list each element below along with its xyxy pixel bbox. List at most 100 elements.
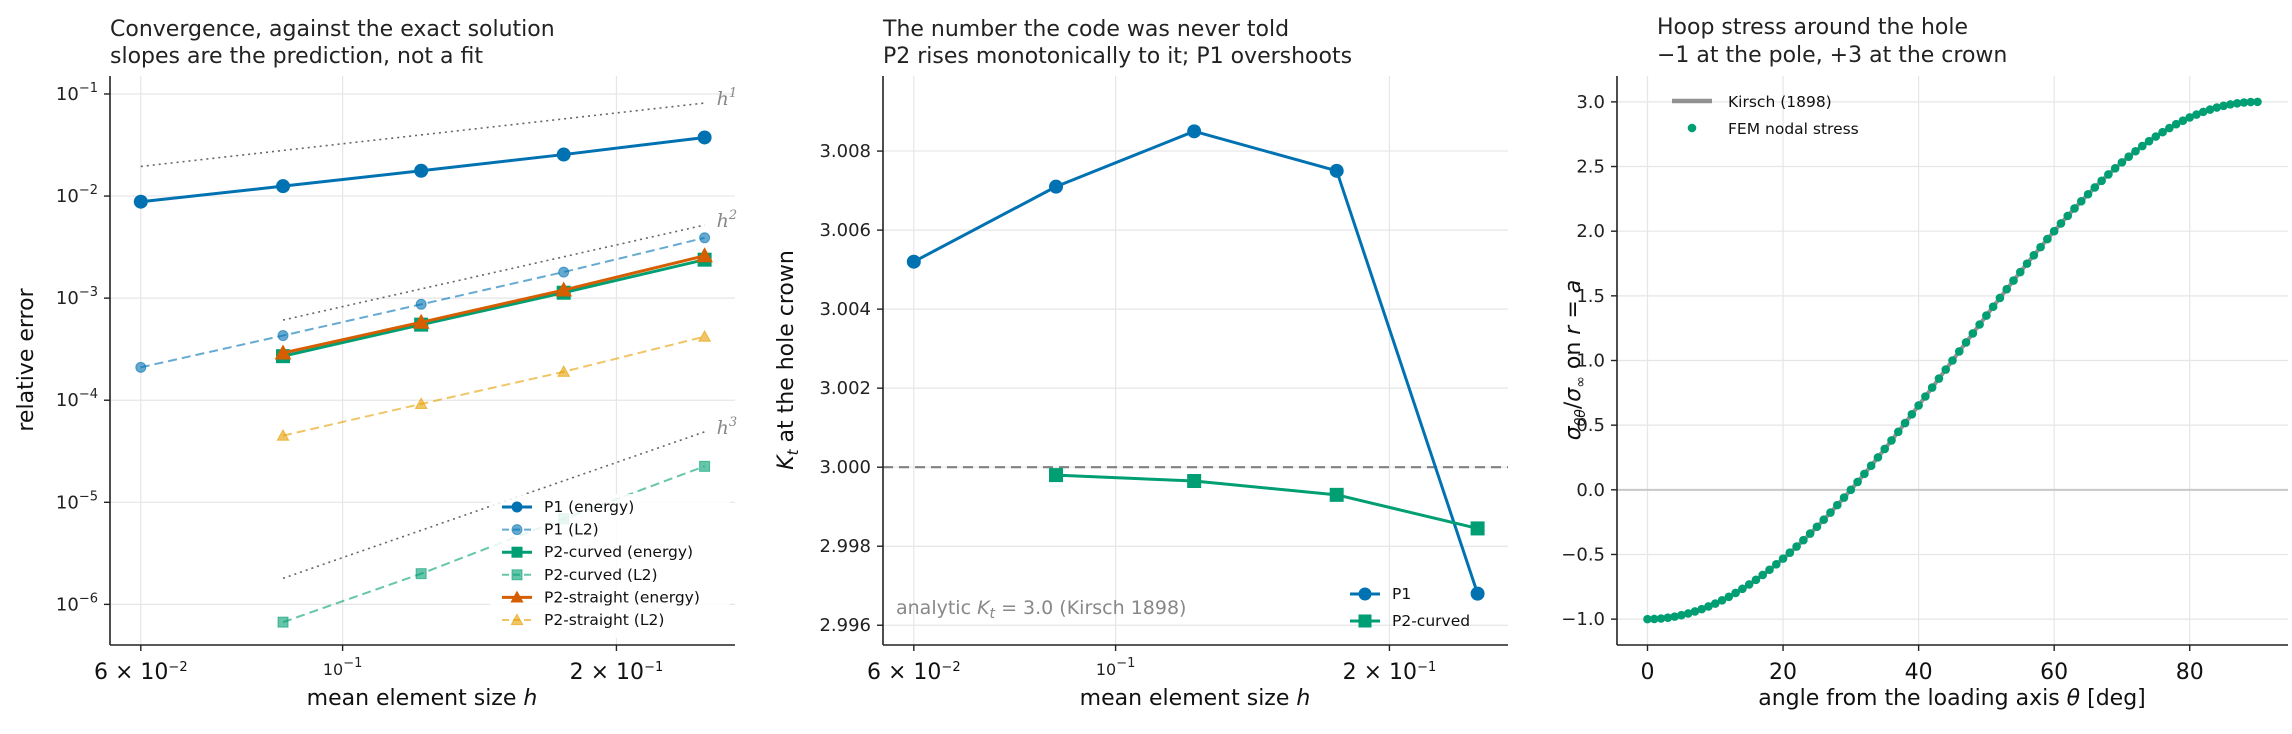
fem-nodal-point xyxy=(2171,119,2181,129)
p1-line xyxy=(913,129,1480,595)
fem-nodal-point xyxy=(2002,284,2012,294)
fem-nodal-point xyxy=(2076,196,2086,206)
panel3-y-tick-label: 0.5 xyxy=(1576,415,1605,436)
fem-nodal-point xyxy=(1704,602,1713,611)
fem-nodal-point xyxy=(1731,588,1740,598)
fem-nodal-point xyxy=(1643,614,1652,624)
fem-nodal-point xyxy=(1873,453,1883,462)
panel1-legend: P1 (energy) P1 (L2) P2-curved (energy) P2-c… xyxy=(490,494,730,638)
fem-nodal-point xyxy=(2124,152,2134,161)
p1-l2-point xyxy=(415,298,427,310)
fem-nodal-point xyxy=(1649,614,1659,624)
p2-curved-l2-point xyxy=(277,616,289,628)
legend-p1-label: P1 xyxy=(1392,585,1411,603)
fem-nodal-point xyxy=(2226,100,2235,109)
fem-nodal-point xyxy=(1724,592,1734,602)
panel3-x-ticks: 0 20 40 60 80 xyxy=(1641,645,2204,685)
h-1-reference-line xyxy=(140,102,705,168)
fem-nodal-point xyxy=(1887,436,1896,445)
fem-nodal-point xyxy=(1765,565,1774,575)
fem-nodal-point xyxy=(1954,347,1964,356)
fem-nodal-point xyxy=(2009,276,2018,285)
fem-nodal-point xyxy=(1921,392,1930,401)
fem-nodal-point xyxy=(2090,183,2100,192)
legend-p2-curved-l2-label: P2-curved (L2) xyxy=(544,566,658,584)
fem-nodal-point xyxy=(2178,116,2188,125)
panel1-y-tick-label: 10−6 xyxy=(56,591,98,615)
p2-straight-energy-point xyxy=(274,344,292,360)
panel2-y-tick-label: 3.008 xyxy=(819,141,871,162)
p1-point xyxy=(1470,586,1485,601)
panel1-title: Convergence, against the exact solution xyxy=(110,17,555,42)
fem-nodal-point xyxy=(2253,97,2262,107)
fem-nodal-point xyxy=(1656,614,1666,623)
fem-nodal-point xyxy=(1683,609,1693,618)
p1-l2-point xyxy=(277,330,289,342)
fem-nodal-point xyxy=(1751,575,1761,585)
fem-nodal-point xyxy=(1907,409,1917,419)
kirsch-annotation: analytic Kt = 3.0 (Kirsch 1898) xyxy=(896,597,1186,622)
panel2-x-tick-label: 2 × 10−1 xyxy=(1343,660,1437,685)
p2-curved-energy-line xyxy=(282,258,705,358)
fem-nodal-point xyxy=(2144,136,2154,146)
fem-nodal-point xyxy=(1880,444,1890,454)
panel2-y-ticks: 2.996 2.998 3.000 3.002 3.004 3.006 3.008 xyxy=(819,141,883,636)
panel3-x-tick-label: 20 xyxy=(1769,660,1797,685)
panel1-y-ticks: 10−6 10−5 10−4 10−3 10−2 10−1 xyxy=(56,81,110,615)
panel2-series xyxy=(906,124,1485,601)
p2-straight-l2-point xyxy=(557,364,571,377)
legend-p1-marker xyxy=(1358,587,1372,601)
fem-nodal-point xyxy=(1927,383,1937,392)
panel2-x-ticks: 6 × 10−2 10−1 2 × 10−1 xyxy=(867,645,1436,685)
p1-point xyxy=(1329,163,1344,178)
panel2-y-tick-label: 2.996 xyxy=(819,615,871,636)
fem-nodal-point xyxy=(1663,613,1673,623)
fem-nodal-point xyxy=(1690,607,1700,616)
h-1-reference-label: h1 xyxy=(717,86,738,110)
panel2-y-axis-label: Kt at the hole crown xyxy=(774,250,802,470)
panel2-x-tick-label: 10−1 xyxy=(1096,656,1136,679)
panel1-x-tick-label: 6 × 10−2 xyxy=(94,660,188,685)
panel2-y-tick-label: 3.006 xyxy=(819,220,871,241)
fem-nodal-point xyxy=(2185,113,2195,122)
p1-l2-point xyxy=(135,361,147,373)
p2-straight-energy-point xyxy=(412,313,430,329)
panel3-y-tick-label: 2.5 xyxy=(1576,157,1605,178)
fem-nodal-point xyxy=(2029,251,2039,260)
fem-nodal-point xyxy=(1900,418,1910,428)
fem-nodal-point xyxy=(1832,500,1842,510)
p2-straight-energy-line xyxy=(282,254,705,355)
stress-concentration-panel: The number the code was never told P2 ri… xyxy=(774,17,1508,711)
h-2-reference-label: h2 xyxy=(717,208,738,232)
panel3-y-tick-label: −1.0 xyxy=(1561,609,1605,630)
fem-nodal-point xyxy=(1710,599,1720,608)
fem-nodal-point xyxy=(2212,103,2222,112)
panel3-subtitle: −1 at the pole, +3 at the crown xyxy=(1657,43,2007,68)
panel3-y-tick-label: 1.0 xyxy=(1576,351,1605,372)
panel3-x-axis-label: angle from the loading axis θ [deg] xyxy=(1758,686,2146,711)
fem-nodal-point xyxy=(1799,535,1808,545)
p2-straight-l2-point xyxy=(276,428,290,441)
fem-nodal-point xyxy=(1677,610,1686,620)
p2-curved-point xyxy=(1187,474,1202,489)
fem-nodal-point xyxy=(2232,98,2242,108)
panel2-x-axis-label: mean element size h xyxy=(1080,686,1311,711)
fem-nodal-point xyxy=(1792,542,1801,551)
legend-p2-straight-energy-marker xyxy=(510,590,524,603)
panel1-legend-frame xyxy=(490,494,730,638)
fem-nodal-point xyxy=(1934,374,1944,383)
panel1-subtitle: slopes are the prediction, not a fit xyxy=(110,44,483,69)
panel1-y-tick-label: 10−3 xyxy=(56,285,98,309)
fem-nodal-point xyxy=(1839,493,1849,502)
panel1-x-tick-label: 2 × 10−1 xyxy=(570,660,664,685)
fem-nodal-point xyxy=(1805,529,1815,538)
fem-nodal-point xyxy=(1670,612,1679,621)
fem-nodal-point xyxy=(2043,234,2052,244)
legend-p2-straight-l2-label: P2-straight (L2) xyxy=(544,611,664,629)
legend-p1-l2-label: P1 (L2) xyxy=(544,521,599,539)
fem-nodal-point xyxy=(1771,560,1781,569)
fem-nodal-point xyxy=(2205,105,2215,114)
panel1-x-ticks: 6 × 10−2 10−1 2 × 10−1 xyxy=(94,645,663,685)
fem-nodal-point xyxy=(2137,141,2147,151)
